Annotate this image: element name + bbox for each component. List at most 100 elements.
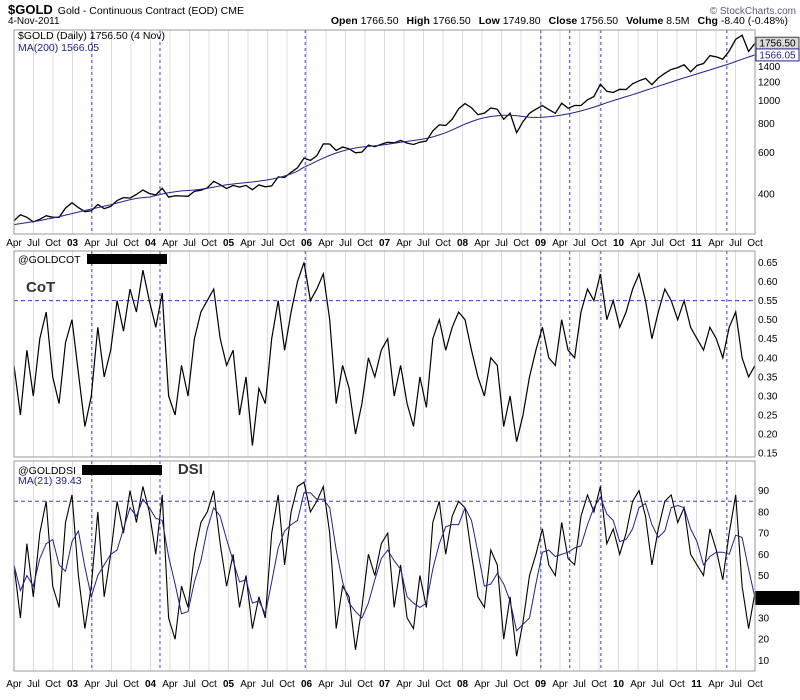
- svg-text:Jul: Jul: [27, 679, 40, 690]
- svg-text:Jul: Jul: [27, 238, 40, 249]
- cot-legend-label: @GOLDCOT: [18, 254, 81, 266]
- svg-text:0.30: 0.30: [758, 391, 778, 402]
- svg-text:Apr: Apr: [240, 238, 256, 249]
- svg-text:Apr: Apr: [6, 679, 22, 690]
- svg-text:08: 08: [457, 238, 469, 249]
- svg-text:Oct: Oct: [435, 679, 451, 690]
- svg-text:Oct: Oct: [45, 238, 61, 249]
- svg-text:Apr: Apr: [708, 238, 724, 249]
- svg-text:Jul: Jul: [495, 679, 508, 690]
- dsi-panel-label: DSI: [177, 461, 203, 478]
- svg-text:04: 04: [145, 679, 157, 690]
- svg-text:Oct: Oct: [123, 679, 139, 690]
- svg-text:1566.05: 1566.05: [759, 50, 796, 61]
- svg-text:Oct: Oct: [747, 238, 763, 249]
- cot-panel-label: CoT: [26, 279, 56, 296]
- svg-text:04: 04: [145, 238, 157, 249]
- svg-text:Jul: Jul: [495, 238, 508, 249]
- svg-text:03: 03: [67, 238, 79, 249]
- svg-text:0.35: 0.35: [758, 372, 778, 383]
- cot-panel: 0.65 0.60 0.55 0.50 0.45 0.40 0.35 0.30 0.25 0.20…: [0, 249, 800, 459]
- svg-text:Apr: Apr: [630, 679, 646, 690]
- svg-text:90: 90: [758, 486, 770, 497]
- svg-text:Jul: Jul: [105, 238, 118, 249]
- svg-text:50: 50: [758, 571, 770, 582]
- svg-text:Oct: Oct: [669, 238, 685, 249]
- svg-text:Oct: Oct: [513, 238, 529, 249]
- svg-text:Apr: Apr: [708, 679, 724, 690]
- svg-text:Apr: Apr: [240, 679, 256, 690]
- svg-text:Oct: Oct: [279, 238, 295, 249]
- svg-text:Apr: Apr: [318, 679, 334, 690]
- svg-text:Apr: Apr: [162, 238, 178, 249]
- svg-text:20: 20: [758, 635, 770, 646]
- svg-text:Oct: Oct: [591, 238, 607, 249]
- svg-text:07: 07: [379, 238, 391, 249]
- svg-text:1756.50: 1756.50: [759, 39, 796, 50]
- svg-text:Oct: Oct: [45, 679, 61, 690]
- chart-date: 4-Nov-2011: [8, 16, 60, 27]
- svg-text:06: 06: [301, 238, 313, 249]
- svg-text:70: 70: [758, 529, 770, 540]
- dsi-legend-label: @GOLDDSI: [18, 465, 76, 477]
- svg-text:Oct: Oct: [279, 679, 295, 690]
- cot-chart-plot: 0.65 0.60 0.55 0.50 0.45 0.40 0.35 0.30 0.25 0.20…: [13, 250, 778, 459]
- svg-text:0.45: 0.45: [758, 334, 778, 345]
- svg-text:Oct: Oct: [201, 679, 217, 690]
- svg-text:05: 05: [223, 679, 235, 690]
- svg-text:09: 09: [535, 238, 547, 249]
- svg-text:10: 10: [613, 238, 625, 249]
- svg-text:10: 10: [613, 679, 625, 690]
- svg-text:1200: 1200: [758, 78, 781, 89]
- x-axis-labels-bottom: Apr Jul Oct 03 Apr Jul Oct 04 Apr Jul Oct 05 Apr Jul O…: [6, 679, 763, 690]
- svg-text:Jul: Jul: [261, 238, 274, 249]
- svg-text:0.15: 0.15: [758, 449, 778, 459]
- svg-text:Oct: Oct: [357, 679, 373, 690]
- price-panel: 1400 1200 1000 800 600 400 1756.50 1566.05 $GOL…: [0, 28, 800, 236]
- svg-text:Oct: Oct: [747, 679, 763, 690]
- quote-header: 4-Nov-2011 Open 1766.50 High 1766.50 Low 1…: [8, 15, 796, 27]
- svg-text:Apr: Apr: [396, 238, 412, 249]
- svg-text:Jul: Jul: [105, 679, 118, 690]
- dsi-legend: @GOLDDSI DSI: [18, 461, 203, 478]
- svg-text:Jul: Jul: [729, 679, 742, 690]
- svg-text:09: 09: [535, 679, 547, 690]
- svg-text:Apr: Apr: [552, 238, 568, 249]
- svg-text:600: 600: [758, 148, 775, 159]
- svg-text:0.20: 0.20: [758, 430, 778, 441]
- chart-stack: 1400 1200 1000 800 600 400 1756.50 1566.05 $GOL…: [0, 28, 800, 690]
- svg-text:400: 400: [758, 189, 775, 200]
- svg-text:05: 05: [223, 238, 235, 249]
- title-group: $GOLD Gold - Continuous Contract (EOD) CM…: [8, 1, 244, 19]
- svg-text:06: 06: [301, 679, 313, 690]
- svg-text:Jul: Jul: [183, 238, 196, 249]
- svg-text:Apr: Apr: [630, 238, 646, 249]
- svg-text:Jul: Jul: [729, 238, 742, 249]
- svg-text:0.40: 0.40: [758, 353, 778, 364]
- x-axis-labels-top: Apr Jul Oct 03 Apr Jul Oct 04 Apr Jul Oct 05 Apr Jul O…: [6, 238, 763, 249]
- svg-text:0.65: 0.65: [758, 258, 778, 269]
- svg-text:Oct: Oct: [513, 679, 529, 690]
- svg-text:Apr: Apr: [84, 679, 100, 690]
- svg-text:Jul: Jul: [573, 679, 586, 690]
- svg-text:Apr: Apr: [396, 679, 412, 690]
- redaction-box: [81, 465, 162, 475]
- svg-text:1400: 1400: [758, 62, 781, 73]
- quote-line: Open 1766.50 High 1766.50 Low 1749.80 Close…: [330, 15, 788, 27]
- svg-text:Apr: Apr: [6, 238, 22, 249]
- svg-text:Jul: Jul: [261, 679, 274, 690]
- svg-text:0.50: 0.50: [758, 315, 778, 326]
- price-legend-ma: MA(200) 1566.05: [18, 42, 100, 54]
- svg-text:11: 11: [691, 679, 702, 690]
- svg-text:80: 80: [758, 507, 770, 518]
- svg-text:0.60: 0.60: [758, 277, 778, 288]
- price-legend-symbol: $GOLD (Daily) 1756.50 (4 Nov): [18, 30, 166, 42]
- svg-text:Oct: Oct: [591, 679, 607, 690]
- svg-text:60: 60: [758, 550, 770, 561]
- svg-text:Jul: Jul: [651, 679, 664, 690]
- svg-text:Oct: Oct: [357, 238, 373, 249]
- svg-text:Apr: Apr: [162, 679, 178, 690]
